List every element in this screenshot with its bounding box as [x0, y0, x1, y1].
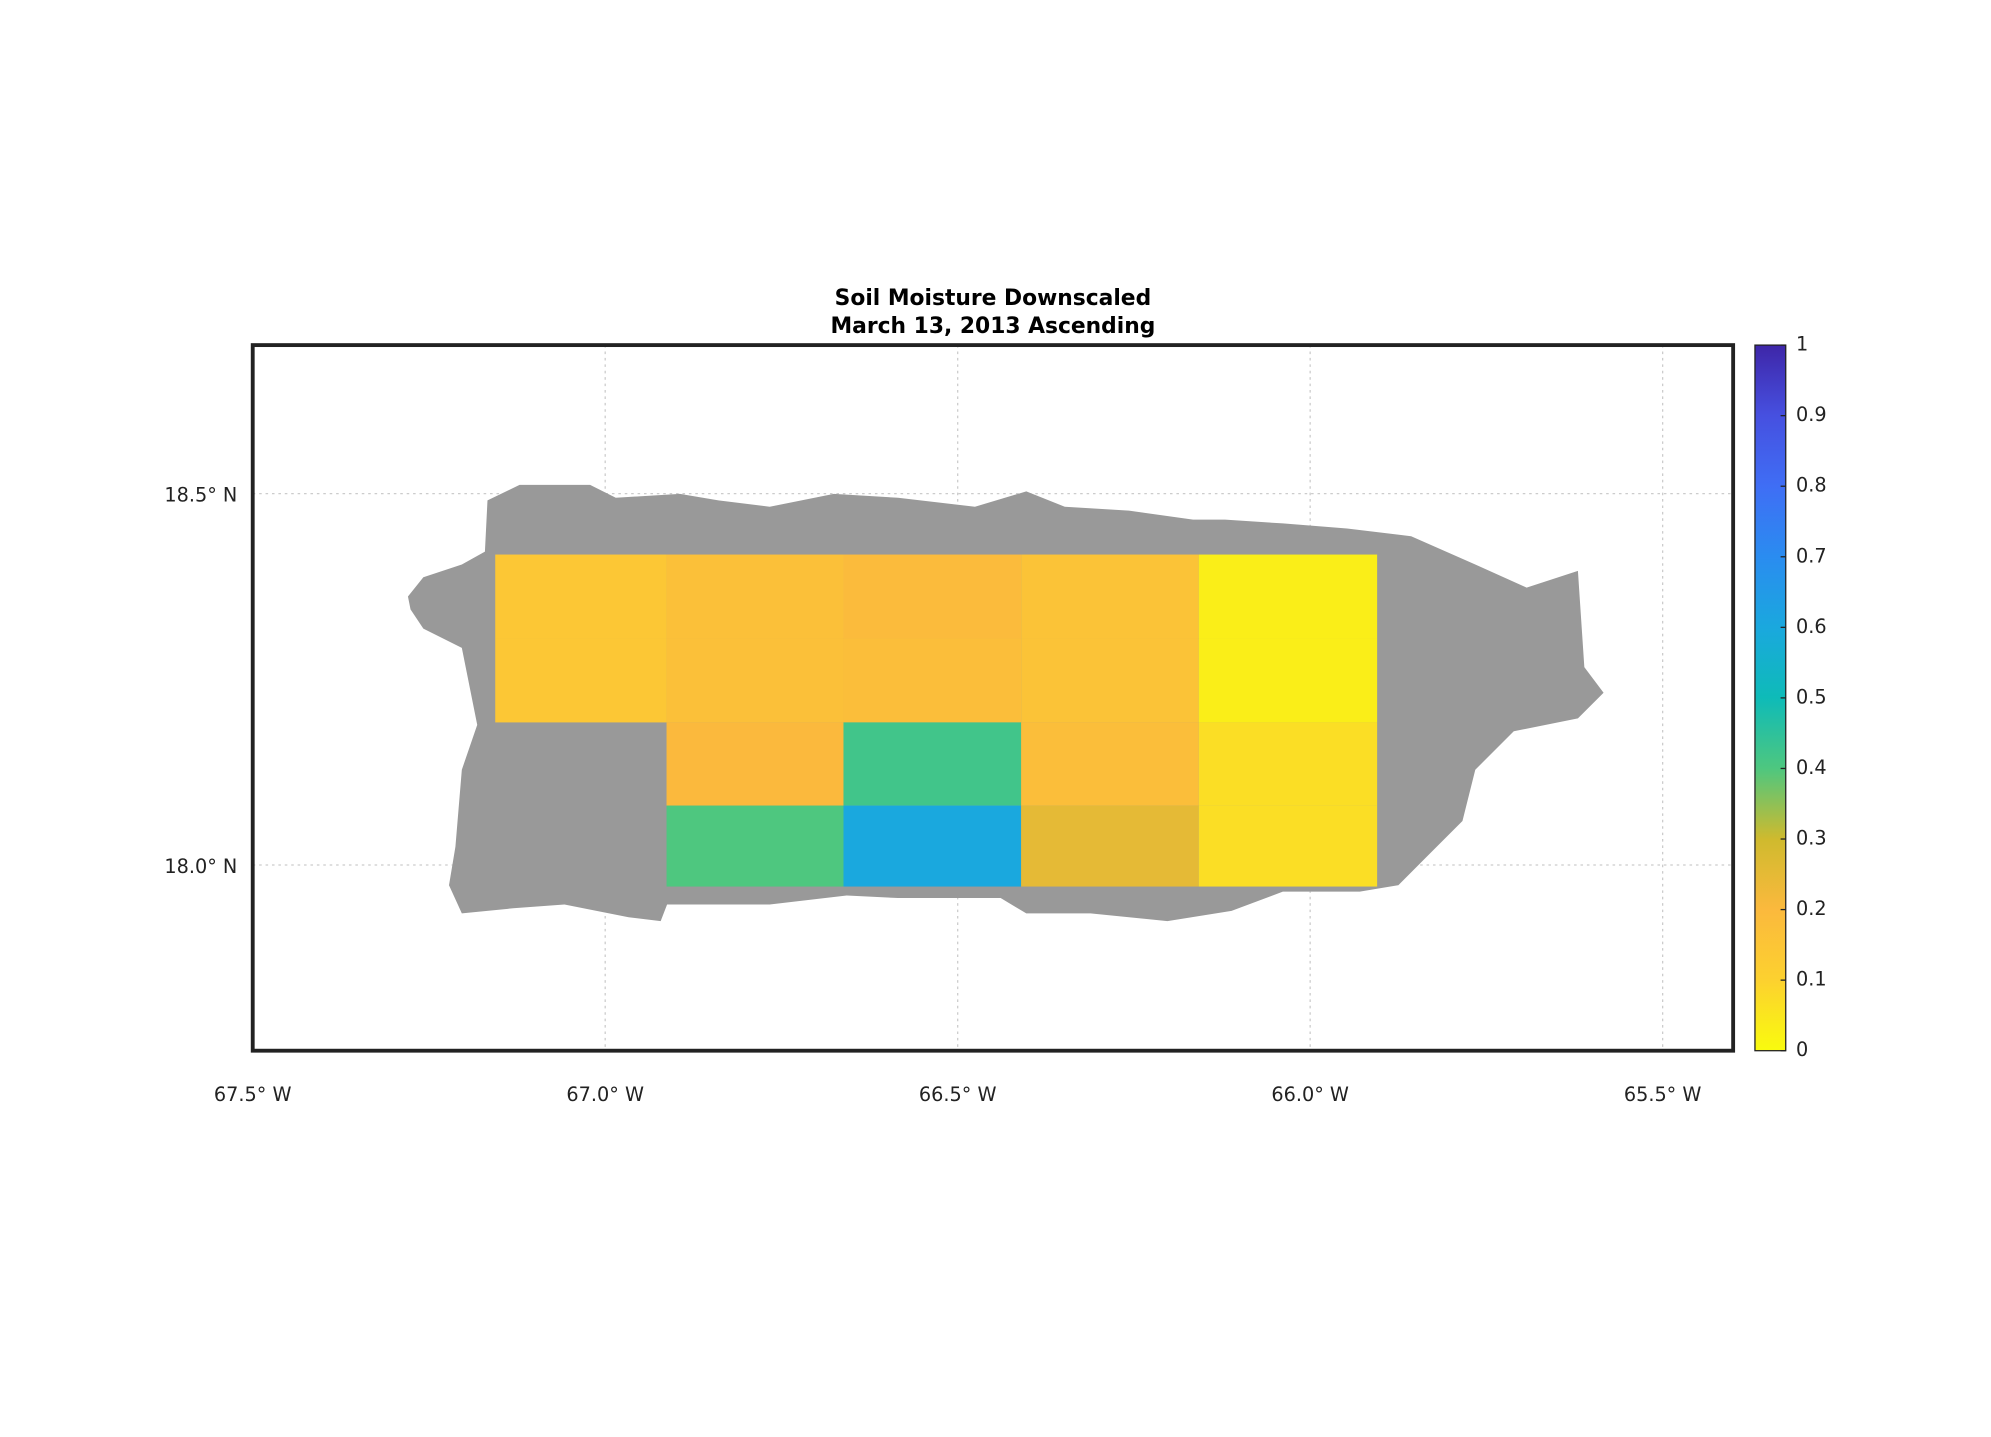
x-tick-label: 66.5° W — [919, 1083, 997, 1106]
colorbar-tick-label: 0.8 — [1796, 474, 1827, 497]
colorbar-tick-label: 0.6 — [1796, 615, 1827, 638]
heat-cell — [495, 554, 667, 639]
heat-cell — [666, 805, 844, 887]
heat-cell — [666, 554, 844, 639]
heat-cell — [1021, 638, 1199, 723]
x-tick-label: 67.0° W — [566, 1083, 644, 1106]
heat-cell — [495, 638, 667, 723]
colorbar-tick-label: 0.1 — [1796, 968, 1827, 991]
map-frame — [250, 343, 1736, 1053]
colorbar-tick-label: 0.5 — [1796, 685, 1827, 708]
heat-cell — [1198, 638, 1378, 723]
heat-cell — [1021, 805, 1199, 887]
x-tick-label: 65.5° W — [1624, 1083, 1702, 1106]
colorbar-tick-label: 1 — [1796, 333, 1808, 356]
heat-cell — [843, 554, 1022, 639]
heat-cell — [1198, 554, 1378, 639]
heat-cell — [843, 805, 1022, 887]
heat-cell — [843, 638, 1022, 723]
heat-cell — [1198, 722, 1378, 806]
chart-title: Soil Moisture Downscaled — [835, 286, 1152, 311]
heat-cell — [843, 722, 1022, 806]
heat-cell — [666, 638, 844, 723]
y-tick-label: 18.5° N — [164, 484, 237, 507]
x-tick-label: 66.0° W — [1271, 1083, 1349, 1106]
colorbar-tick-label: 0.7 — [1796, 544, 1827, 567]
colorbar-tick-label: 0.9 — [1796, 403, 1827, 426]
colorbar-tick-label: 0 — [1796, 1038, 1808, 1061]
y-tick-label: 18.0° N — [164, 855, 237, 878]
heat-cell — [1021, 554, 1199, 639]
colorbar-tick-label: 0.3 — [1796, 827, 1827, 850]
x-tick-label: 67.5° W — [214, 1083, 292, 1106]
colorbar-tick-label: 0.2 — [1796, 897, 1827, 920]
heat-cell — [1021, 722, 1199, 806]
heat-cell — [1198, 805, 1378, 887]
colorbar-tick-label: 0.4 — [1796, 756, 1827, 779]
heat-cell — [666, 722, 844, 806]
chart-subtitle: March 13, 2013 Ascending — [830, 314, 1155, 339]
